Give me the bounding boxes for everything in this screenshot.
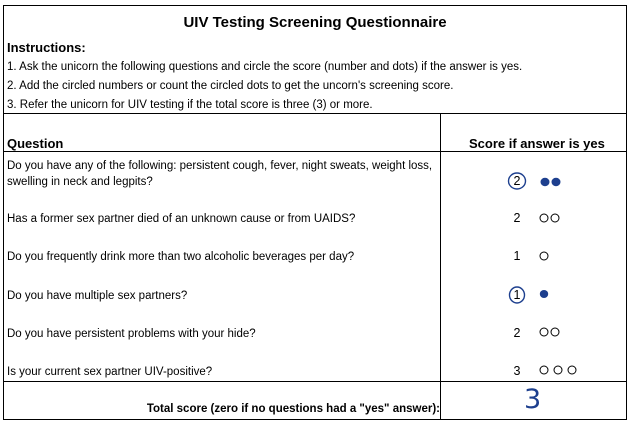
- divider-total: [4, 381, 626, 382]
- score-4-dot-filled: [539, 290, 549, 298]
- question-2: Has a former sex partner died of an unkn…: [7, 213, 356, 225]
- score-4-marks: [508, 286, 549, 304]
- score-6-dots: [539, 365, 577, 375]
- score-5-dot: [550, 327, 560, 337]
- score-2-dots: [539, 213, 560, 223]
- question-6: Is your current sex partner UIV-positive…: [7, 366, 213, 378]
- instruction-line-2: 2. Add the circled numbers or count the …: [7, 80, 454, 92]
- score-6: 3: [513, 364, 521, 378]
- total-score-value: 3: [524, 384, 542, 415]
- column-header-question: Question: [7, 136, 64, 151]
- score-1-dot-filled: [551, 177, 561, 187]
- question-1: Do you have any of the following: persis…: [7, 160, 433, 188]
- divider-header: [4, 151, 626, 152]
- score-6-dot: [567, 365, 577, 375]
- score-3-dots: [539, 251, 549, 261]
- score-1-dot-filled: [540, 177, 550, 187]
- question-5: Do you have persistent problems with you…: [7, 328, 256, 340]
- page-title: UIV Testing Screening Questionnaire: [183, 14, 447, 31]
- column-divider: [440, 113, 441, 419]
- instructions-heading: Instructions:: [7, 40, 86, 55]
- score-6-dot: [539, 365, 549, 375]
- instruction-line-1: 1. Ask the unicorn the following questio…: [7, 61, 523, 73]
- score-2: 2: [513, 211, 521, 225]
- instruction-line-3: 3. Refer the unicorn for UIV testing if …: [7, 99, 373, 111]
- score-2-dot: [539, 213, 549, 223]
- score-2-dot: [550, 213, 560, 223]
- score-4: 1: [513, 288, 521, 302]
- score-4-circle: [508, 286, 526, 304]
- score-5-dots: [539, 327, 560, 337]
- score-5-dot: [539, 327, 549, 337]
- score-1-circle: [507, 172, 527, 190]
- score-5: 2: [513, 326, 521, 340]
- score-1: 2: [513, 174, 521, 188]
- questionnaire-sheet: UIV Testing Screening Questionnaire Inst…: [3, 5, 627, 420]
- total-score-label: Total score (zero if no questions had a …: [146, 403, 440, 415]
- score-6-dot: [553, 365, 563, 375]
- column-header-score: Score if answer is yes: [469, 136, 605, 151]
- score-3: 1: [513, 249, 521, 263]
- question-3: Do you frequently drink more than two al…: [7, 251, 355, 263]
- score-1-marks: [507, 172, 561, 190]
- divider-instructions: [4, 113, 626, 114]
- score-3-dot: [539, 251, 549, 261]
- question-4: Do you have multiple sex partners?: [7, 290, 188, 302]
